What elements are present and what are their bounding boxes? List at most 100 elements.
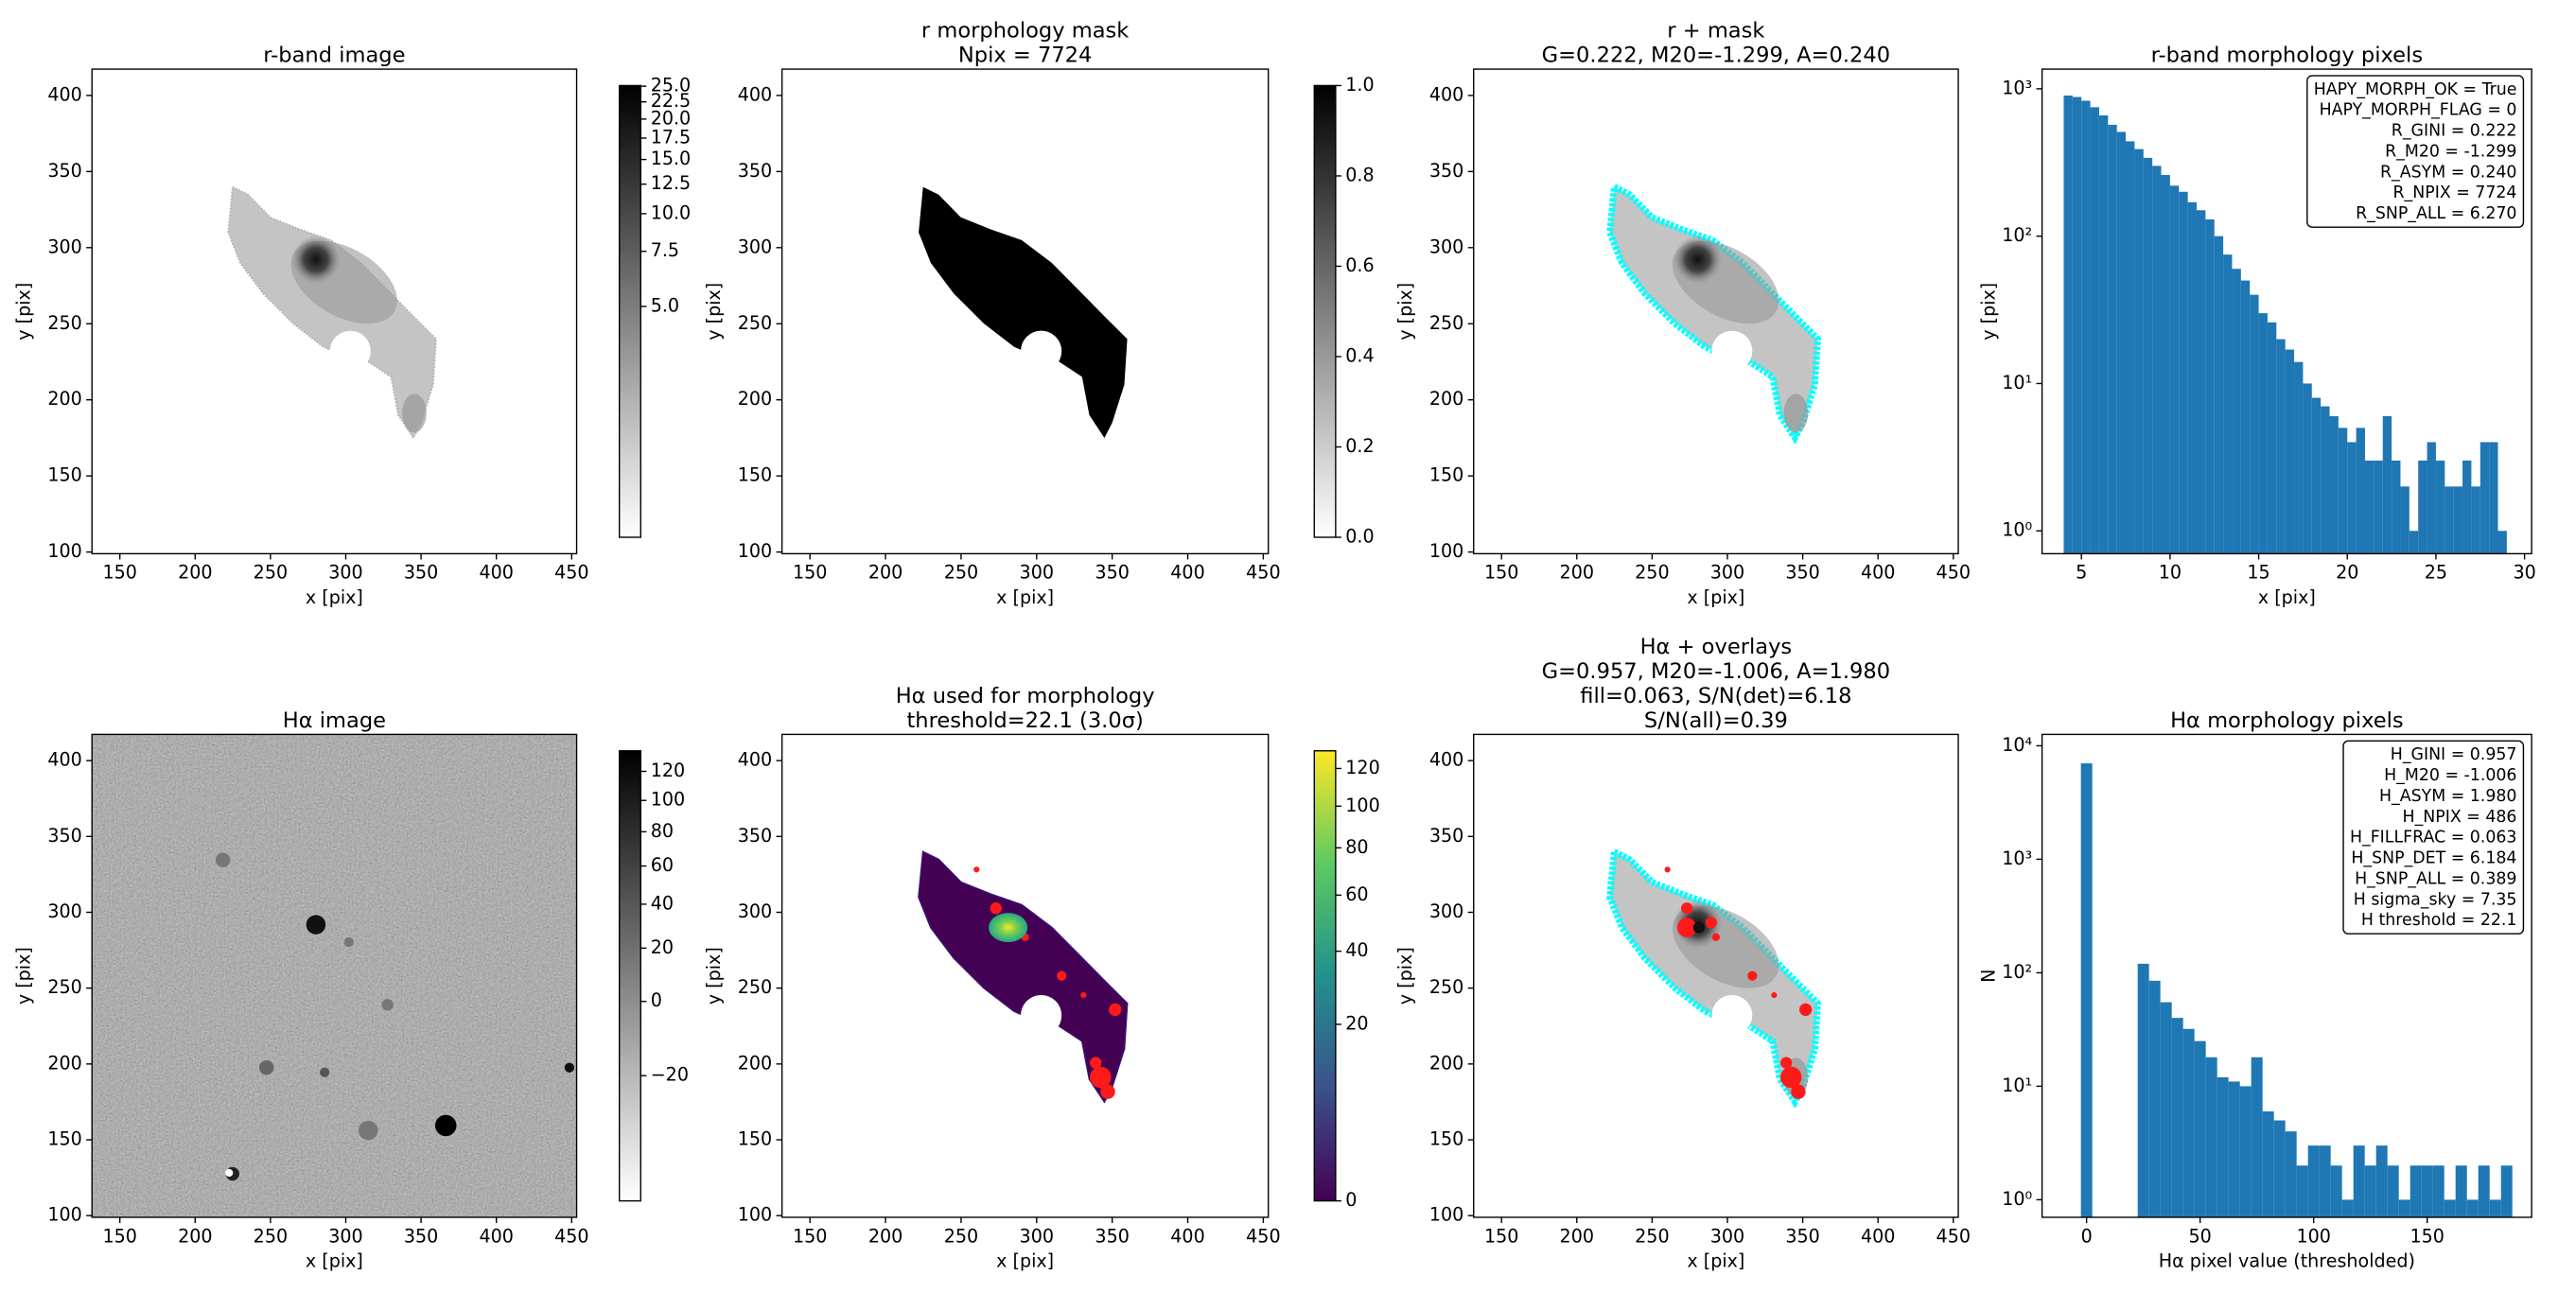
y-tick-label: 100 — [47, 1204, 81, 1226]
y-tick-label: 150 — [47, 464, 81, 486]
y-tick-label: 10¹ — [2002, 372, 2032, 393]
detected-pixels — [1681, 902, 1693, 915]
source — [225, 1168, 234, 1178]
bar — [2258, 313, 2268, 554]
annotation: H_M20 = -1.006 — [2384, 766, 2516, 785]
panel: 150 200 250 300 350 400 450 100 150 200 250 300 350 4… — [13, 44, 692, 608]
y-tick-label: 400 — [738, 83, 772, 105]
noise — [92, 734, 577, 1217]
galaxy-core — [291, 235, 341, 285]
colorbar-tick-label: 60 — [651, 854, 674, 876]
y-tick-label: 10⁰ — [2002, 519, 2032, 541]
bar — [2126, 141, 2135, 554]
annotation: HAPY_MORPH_OK = True — [2314, 80, 2517, 99]
annotation: H_GINI = 0.957 — [2391, 745, 2517, 764]
y-tick-label: 300 — [47, 236, 81, 257]
bar — [2409, 531, 2419, 554]
bar — [2240, 280, 2251, 554]
x-tick-label: 250 — [254, 562, 288, 584]
source — [258, 1060, 274, 1075]
chart-title: fill=0.063, S/N(det)=6.18 — [1580, 684, 1851, 708]
y-tick-label: 300 — [1429, 900, 1463, 922]
y-tick-label: 100 — [738, 540, 772, 562]
detected-pixels — [1747, 970, 1758, 981]
bar — [2182, 1028, 2195, 1217]
colorbar-tick-label: 20 — [651, 936, 674, 958]
detected-pixels — [1705, 917, 1717, 929]
bar — [2347, 442, 2357, 554]
bar — [2330, 1165, 2342, 1217]
bar — [2418, 460, 2427, 554]
axes-frame — [780, 68, 1270, 555]
annotation: H_NPIX = 486 — [2403, 808, 2517, 827]
colorbar-tick-label: 100 — [1345, 795, 1379, 816]
source — [564, 1062, 574, 1073]
x-axis-label: x [pix] — [1687, 586, 1744, 608]
detected-pixels — [1664, 866, 1671, 873]
x-tick-label: 350 — [1785, 562, 1819, 584]
bar — [2223, 254, 2233, 554]
x-tick-label: 450 — [554, 1225, 588, 1247]
colorbar-tick-label: 40 — [1345, 939, 1368, 961]
bar — [2435, 460, 2445, 554]
detected-pixels — [1791, 1084, 1806, 1099]
colorbar-tick-label: 7.5 — [651, 239, 679, 261]
colorbar-tick-label: 15.0 — [651, 148, 692, 169]
bar — [2427, 442, 2436, 554]
bar — [2160, 1002, 2172, 1217]
mask-hole — [1021, 994, 1062, 1037]
annotation: H sigma_sky = 7.35 — [2354, 890, 2517, 909]
colorbar-tick-label: 22.5 — [651, 90, 692, 112]
bar — [2382, 416, 2392, 554]
colorbar-tick-label: 20.0 — [651, 107, 692, 129]
x-axis-label: Hα pixel value (thresholded) — [2159, 1249, 2415, 1271]
panel: 150 200 250 300 350 400 450 100 150 200 250 300 350 4… — [703, 19, 1375, 608]
colorbar-tick-label: 25.0 — [651, 75, 692, 96]
y-axis-label: N — [1978, 970, 2000, 983]
galaxy-tail — [402, 393, 427, 433]
colorbar — [619, 750, 641, 1202]
bar — [2410, 1165, 2422, 1217]
bar — [2072, 96, 2082, 554]
bar — [2500, 1165, 2513, 1217]
x-tick-label: 150 — [793, 1225, 827, 1247]
bar — [2421, 1165, 2433, 1217]
x-tick-label: 300 — [1710, 1225, 1744, 1247]
bar — [2296, 1165, 2308, 1217]
y-tick-label: 300 — [738, 900, 772, 922]
y-tick-label: 350 — [1429, 160, 1463, 182]
source — [434, 1114, 457, 1137]
plot-area — [1606, 847, 1822, 1109]
y-tick-label: 250 — [47, 976, 81, 998]
bar — [2478, 1165, 2490, 1217]
y-tick-label: 200 — [738, 1052, 772, 1074]
plot-area — [918, 850, 1129, 1104]
x-tick-label: 300 — [1710, 562, 1744, 584]
y-tick-label: 200 — [47, 388, 81, 410]
y-axis-label: y [pix] — [1394, 947, 1416, 1005]
y-axis-label: y [pix] — [1978, 283, 2000, 341]
x-tick-label: 350 — [1095, 562, 1129, 584]
annotation: R_SNP_ALL = 6.270 — [2356, 204, 2516, 223]
bar — [2194, 1040, 2206, 1217]
x-axis-label: x [pix] — [306, 586, 363, 608]
x-tick-label: 250 — [944, 562, 978, 584]
y-tick-label: 300 — [1429, 236, 1463, 257]
detected-pixels — [1711, 933, 1720, 941]
source — [381, 999, 394, 1011]
x-tick-label: 150 — [1484, 562, 1518, 584]
detected-pixels — [1090, 1066, 1112, 1089]
chart-title: r + mask — [1667, 19, 1764, 44]
bar — [2081, 100, 2091, 554]
y-tick-label: 150 — [1429, 1128, 1463, 1150]
bar — [2267, 322, 2277, 554]
annotation: H_SNP_DET = 6.184 — [2351, 849, 2516, 868]
bar — [2364, 460, 2374, 554]
colorbar-tick-label: 80 — [651, 820, 674, 842]
x-tick-label: 200 — [178, 562, 212, 584]
x-tick-label: 200 — [1560, 562, 1594, 584]
bar — [2285, 349, 2295, 554]
y-tick-label: 250 — [1429, 976, 1463, 998]
detected-pixels — [1109, 1003, 1122, 1017]
